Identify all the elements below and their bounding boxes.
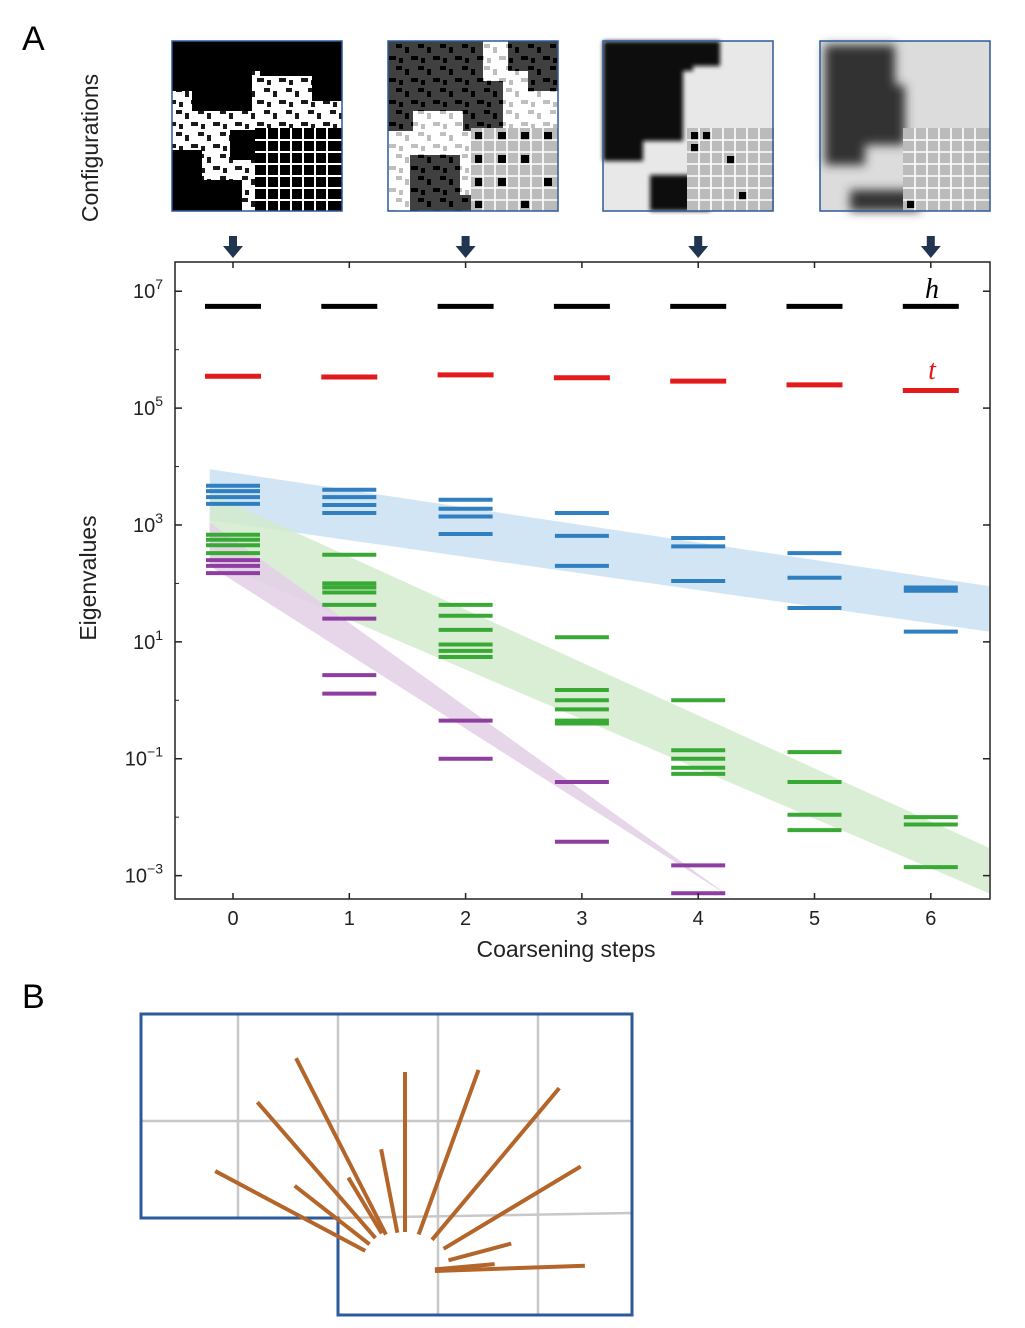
eigenvalue-plot: 0 1 2 3 4 5 6 107 105 103 101 10−1 10−3 h t Coarsen… — [75, 261, 991, 962]
bands — [209, 469, 989, 899]
x-tick-label-6: 6 — [925, 908, 936, 930]
arrow-step-4 — [688, 236, 709, 258]
green-band — [209, 493, 989, 894]
panel-b-ray-6 — [430, 1086, 561, 1242]
inset-grid-3 — [687, 128, 774, 211]
panel-b-ray-11 — [293, 1184, 371, 1246]
panel-b-ray-7 — [442, 1164, 582, 1251]
panel-b-ray-10 — [434, 1263, 585, 1273]
x-tick-label-2: 2 — [460, 908, 471, 930]
panel-label-b: B — [22, 978, 45, 1016]
x-axis-label: Coarsening steps — [477, 936, 656, 962]
panel-b-ray-12 — [346, 1176, 384, 1235]
inset-grid-1 — [255, 128, 342, 211]
y-tick-label-3: 103 — [133, 510, 163, 537]
series-label-h: h — [925, 274, 939, 305]
y-tick-label-−3: 10−3 — [125, 861, 163, 888]
panel-b-ray-2 — [294, 1057, 388, 1236]
panel-b-fan — [214, 1057, 585, 1273]
configuration-thumbnail-1 — [171, 40, 343, 212]
panel-b-ray-1 — [255, 1100, 377, 1240]
y-tick-label-1: 101 — [133, 627, 163, 654]
configuration-thumbnail-4 — [819, 40, 991, 212]
series-label-t: t — [928, 355, 937, 386]
purple-band — [209, 522, 734, 899]
panel-b-ray-0 — [214, 1169, 367, 1253]
x-tick-label-0: 0 — [227, 908, 238, 930]
panel-b-frame — [139, 1012, 634, 1317]
configuration-thumbnail-2 — [387, 40, 559, 212]
marks — [205, 303, 959, 896]
arrow-step-6 — [920, 236, 941, 258]
y-tick-label-5: 105 — [133, 393, 163, 420]
y-tick-label-−1: 10−1 — [125, 744, 163, 771]
panel-label-a: A — [22, 20, 45, 58]
arrows — [223, 236, 941, 258]
configuration-thumbnail-3 — [602, 40, 774, 212]
blue-band — [209, 469, 989, 632]
y-tick-label-7: 107 — [133, 276, 163, 303]
panel-b-ray-9 — [434, 1262, 495, 1272]
panel-b-ray-5 — [416, 1069, 481, 1236]
y-ticks: 107 105 103 101 10−1 10−3 — [125, 276, 990, 888]
panel-b-illustration — [139, 1012, 634, 1317]
x-tick-label-4: 4 — [693, 908, 704, 930]
arrow-step-0 — [223, 236, 243, 258]
panel-b-ray-8 — [447, 1241, 512, 1263]
arrow-step-2 — [455, 236, 476, 258]
panel-b-grid — [141, 1014, 633, 1315]
x-tick-label-1: 1 — [344, 908, 355, 930]
inset-grid-4 — [903, 128, 990, 211]
x-tick-label-3: 3 — [576, 908, 587, 930]
x-ticks: 0 1 2 3 4 5 6 — [227, 262, 936, 930]
y-axis-label: Eigenvalues — [75, 515, 101, 640]
panel-b-ray-3 — [379, 1148, 400, 1234]
x-tick-label-5: 5 — [809, 908, 820, 930]
configurations-label: Configurations — [77, 74, 103, 222]
inset-grid-2 — [471, 128, 558, 211]
